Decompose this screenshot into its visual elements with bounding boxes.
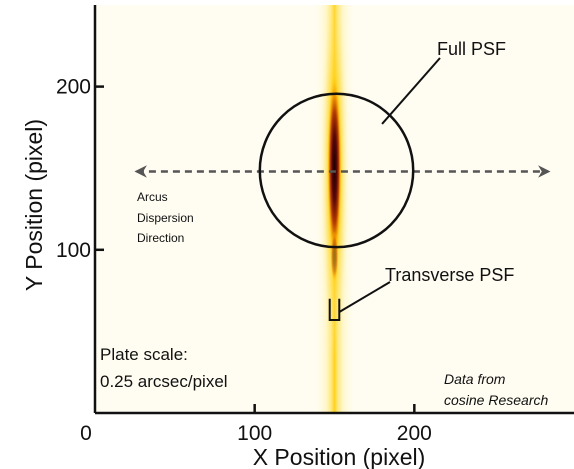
dispersion-label-line-3: Direction <box>137 231 184 245</box>
transverse-psf-bracket <box>328 298 341 321</box>
x-tick-label: 100 <box>237 422 272 445</box>
plate-scale-value: 0.25 arcsec/pixel <box>100 372 228 391</box>
credit-line-1: Data from <box>444 371 506 387</box>
full-psf-circle <box>258 92 415 249</box>
full-psf-label: Full PSF <box>437 39 506 59</box>
y-tick-label: 200 <box>56 76 91 99</box>
transverse-psf-leader-line <box>338 281 391 313</box>
x-tick-label: 200 <box>397 422 432 445</box>
dispersion-label-line-1: Arcus <box>137 190 168 204</box>
x-axis-label: X Position (pixel) <box>253 444 426 469</box>
y-tick-label: 100 <box>56 239 91 262</box>
x-ticks: 0 100 200 <box>80 404 432 445</box>
dispersion-label-line-2: Dispersion <box>137 211 194 225</box>
x-tick-label: 0 <box>80 422 92 445</box>
y-ticks: 100 200 <box>56 76 104 262</box>
credit-line-2: cosine Research <box>444 392 548 408</box>
psf-core-lower <box>330 230 339 283</box>
plate-scale-title: Plate scale: <box>100 345 188 364</box>
transverse-psf-label: Transverse PSF <box>385 265 514 285</box>
y-axis-label: Y Position (pixel) <box>21 119 47 291</box>
psf-heatmap <box>315 5 354 413</box>
full-psf-leader-line <box>381 57 441 125</box>
